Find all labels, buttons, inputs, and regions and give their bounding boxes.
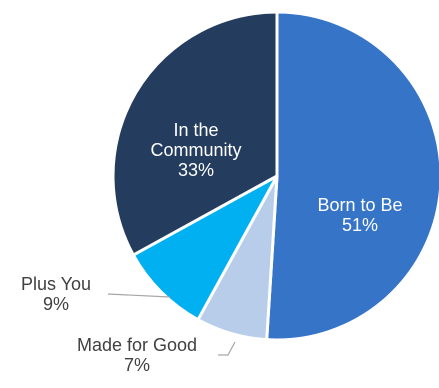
pie-slice-born-to-be (265, 10, 439, 342)
data-label-category: Made for Good (77, 335, 197, 355)
leader-line (218, 341, 236, 356)
data-label: Made for Good 7% (77, 335, 197, 375)
pie-slices (111, 10, 439, 342)
data-label: In the Community 33% (150, 120, 241, 180)
data-label-percent: 33% (178, 160, 214, 180)
data-label-category: In the (173, 120, 218, 140)
data-label-percent: 7% (124, 355, 150, 375)
data-label-category: Plus You (21, 274, 91, 294)
data-label-percent: 9% (43, 294, 69, 314)
data-label-category: Community (150, 140, 241, 160)
pie-labels: Born to Be 51% Made for Good 7% Plus You 9% In… (21, 120, 403, 375)
data-label: Plus You 9% (21, 274, 91, 314)
data-label-percent: 51% (342, 215, 378, 235)
data-label-category: Born to Be (317, 195, 402, 215)
pie-slice-in-the-community (111, 10, 279, 257)
data-label: Born to Be 51% (317, 195, 402, 235)
pie-slice-plus-you (131, 174, 279, 322)
leader-line (107, 293, 171, 298)
